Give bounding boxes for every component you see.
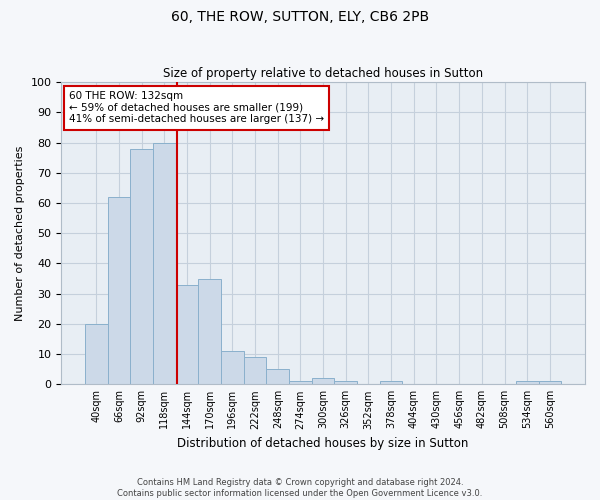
X-axis label: Distribution of detached houses by size in Sutton: Distribution of detached houses by size … bbox=[178, 437, 469, 450]
Title: Size of property relative to detached houses in Sutton: Size of property relative to detached ho… bbox=[163, 66, 483, 80]
Bar bbox=[244, 357, 266, 384]
Text: 60 THE ROW: 132sqm
← 59% of detached houses are smaller (199)
41% of semi-detach: 60 THE ROW: 132sqm ← 59% of detached hou… bbox=[69, 91, 324, 124]
Y-axis label: Number of detached properties: Number of detached properties bbox=[15, 146, 25, 321]
Bar bbox=[539, 382, 561, 384]
Bar bbox=[221, 351, 244, 384]
Bar bbox=[266, 369, 289, 384]
Bar bbox=[85, 324, 108, 384]
Bar bbox=[130, 148, 153, 384]
Bar bbox=[312, 378, 334, 384]
Bar bbox=[380, 382, 403, 384]
Bar bbox=[176, 284, 199, 384]
Bar bbox=[199, 278, 221, 384]
Bar bbox=[289, 382, 312, 384]
Bar bbox=[108, 197, 130, 384]
Bar bbox=[516, 382, 539, 384]
Text: 60, THE ROW, SUTTON, ELY, CB6 2PB: 60, THE ROW, SUTTON, ELY, CB6 2PB bbox=[171, 10, 429, 24]
Bar bbox=[153, 142, 176, 384]
Bar bbox=[334, 382, 357, 384]
Text: Contains HM Land Registry data © Crown copyright and database right 2024.
Contai: Contains HM Land Registry data © Crown c… bbox=[118, 478, 482, 498]
